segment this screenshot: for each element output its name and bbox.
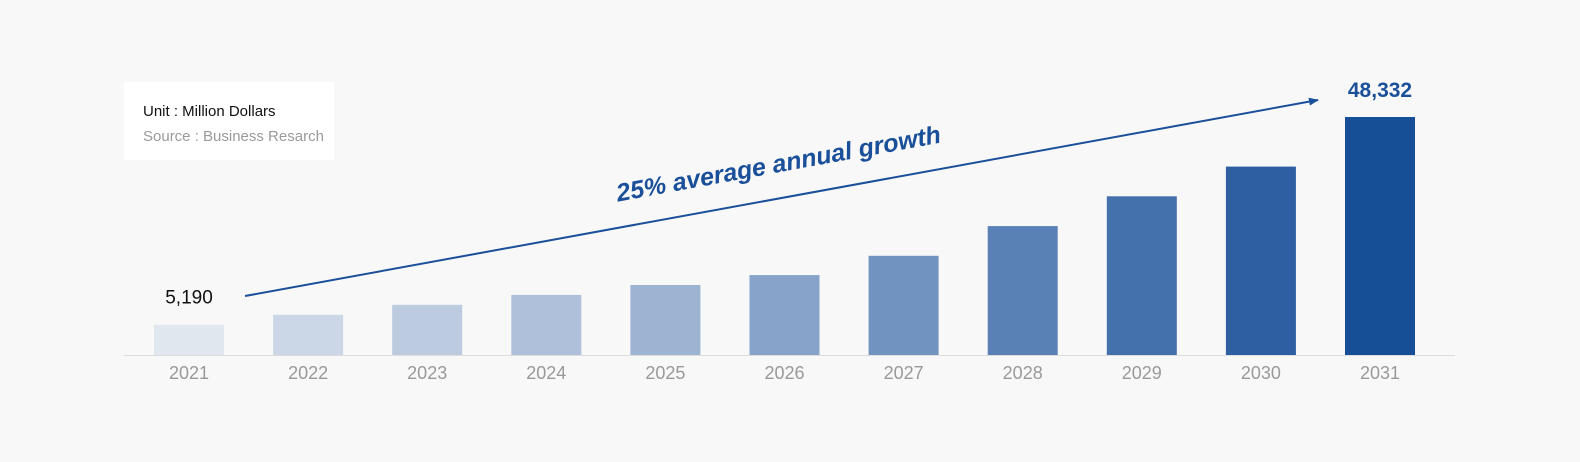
unit-label: Unit : Million Dollars (143, 103, 276, 120)
x-tick-label: 2031 (1360, 363, 1400, 383)
bar-2026 (749, 275, 820, 355)
bar-2030 (1225, 166, 1296, 355)
x-tick-label: 2024 (526, 363, 566, 383)
bar-2031 (1345, 117, 1415, 355)
growth-annotation: 25% average annual growth (613, 121, 943, 208)
data-label-2031: 48,332 (1348, 79, 1412, 102)
bar-2027 (868, 255, 939, 355)
legend-box: Unit : Million Dollars Source : Business… (124, 82, 334, 160)
bar-2028 (987, 226, 1058, 355)
x-tick-labels: 2021 2022 2023 2024 2025 2026 2027 2028 2029 2030… (169, 363, 1400, 383)
x-tick-label: 2021 (169, 363, 209, 383)
bars-group (154, 117, 1415, 356)
x-tick-label: 2022 (288, 363, 328, 383)
x-tick-label: 2029 (1122, 363, 1162, 383)
x-tick-label: 2028 (1003, 363, 1043, 383)
data-label-2021: 5,190 (165, 288, 213, 309)
source-label: Source : Business Resarch (143, 128, 324, 145)
x-tick-label: 2023 (407, 363, 447, 383)
bar-2024 (511, 294, 582, 355)
growth-arrow (244, 97, 1319, 297)
bar-2022 (273, 314, 344, 356)
data-labels: 5,190 48,332 (165, 79, 1412, 309)
x-tick-label: 2025 (645, 363, 685, 383)
x-tick-label: 2026 (764, 363, 804, 383)
x-tick-label: 2027 (884, 363, 924, 383)
bar-2029 (1106, 196, 1177, 355)
bar-2023 (392, 304, 463, 355)
x-tick-label: 2030 (1241, 363, 1281, 383)
bar-2021 (154, 324, 224, 355)
bar-2025 (630, 285, 701, 355)
